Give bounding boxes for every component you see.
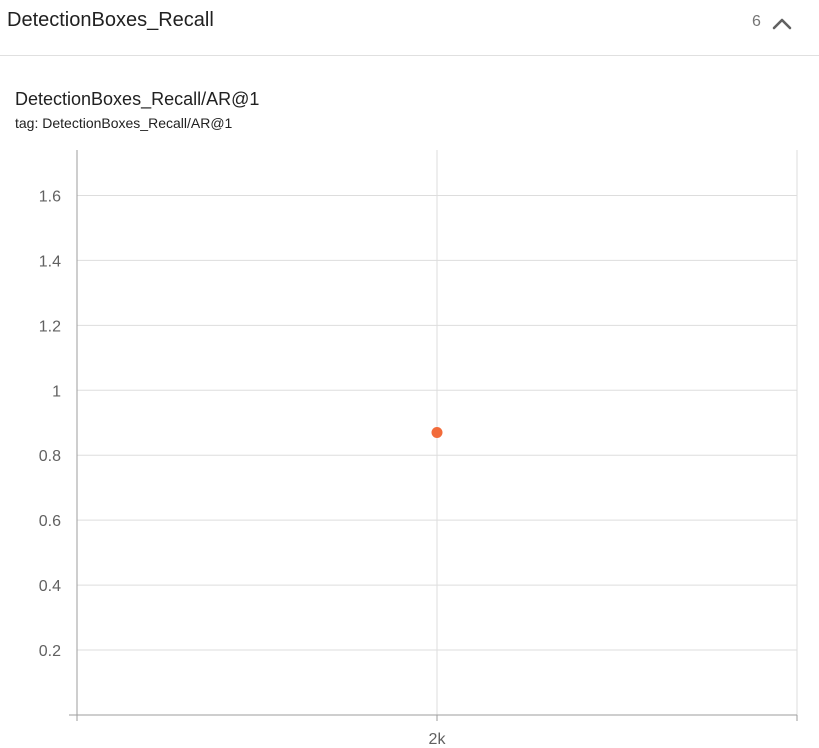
y-tick-label: 0.2 bbox=[39, 643, 61, 660]
card-tag: tag: DetectionBoxes_Recall/AR@1 bbox=[15, 115, 233, 131]
section-header: DetectionBoxes_Recall 6 bbox=[0, 0, 819, 56]
y-tick-label: 1.6 bbox=[39, 188, 61, 205]
collapse-section-button[interactable] bbox=[768, 10, 796, 36]
y-tick-label: 1.4 bbox=[39, 253, 61, 270]
card-title: DetectionBoxes_Recall/AR@1 bbox=[15, 89, 260, 109]
x-tick-label: 2k bbox=[429, 731, 447, 748]
section-count: 6 bbox=[752, 13, 761, 30]
y-tick-label: 0.8 bbox=[39, 448, 61, 465]
section-title: DetectionBoxes_Recall bbox=[7, 9, 214, 31]
y-tick-label: 0.6 bbox=[39, 513, 61, 530]
y-tick-label: 0.4 bbox=[39, 578, 61, 595]
y-tick-label: 1.2 bbox=[39, 318, 61, 335]
chevron-up-icon bbox=[772, 18, 792, 30]
data-point bbox=[431, 427, 443, 438]
y-tick-label: 1 bbox=[52, 383, 61, 400]
